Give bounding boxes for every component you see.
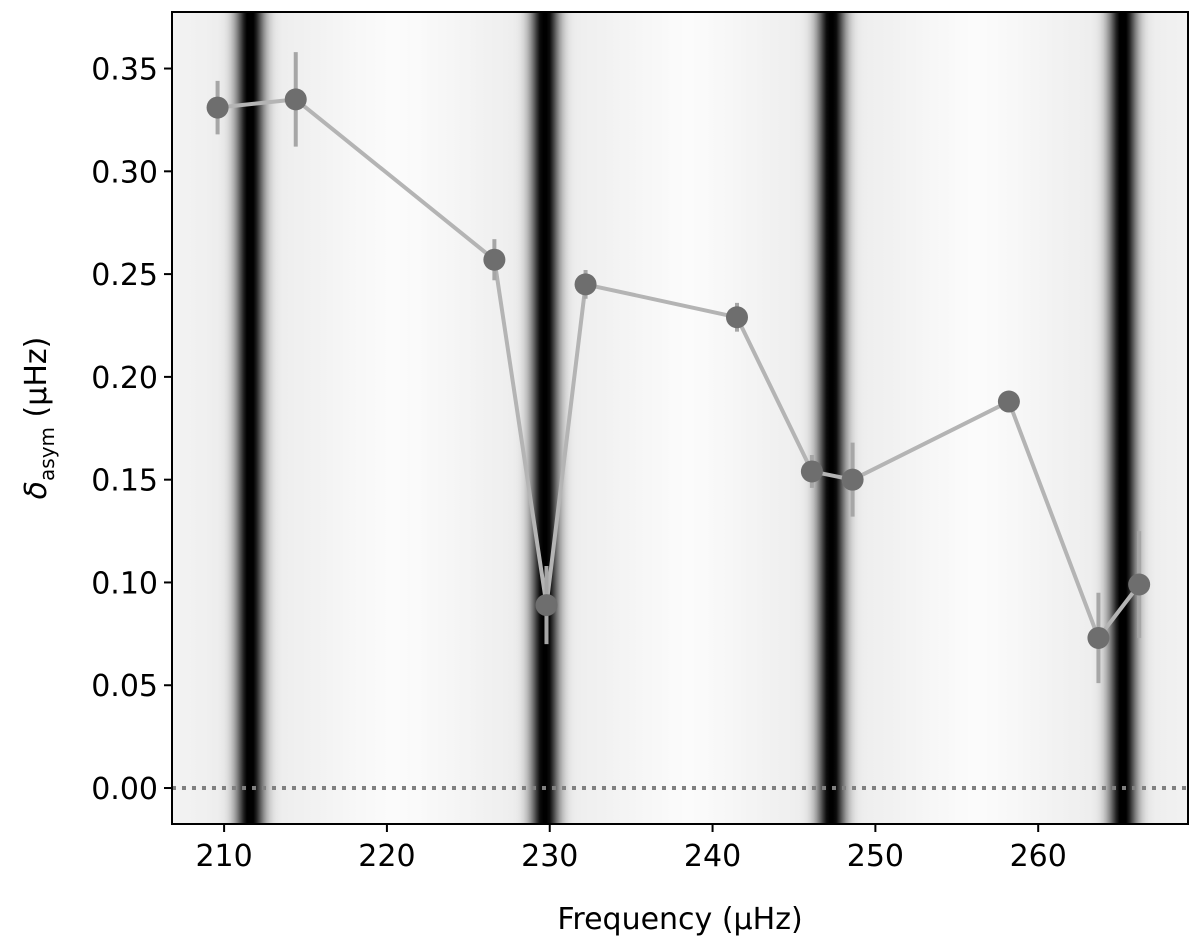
x-tick-label: 230 — [521, 839, 578, 874]
y-tick-label: 0.00 — [91, 772, 158, 807]
data-point — [574, 273, 597, 296]
y-tick-label: 0.25 — [91, 258, 158, 293]
data-point — [725, 306, 748, 329]
data-point — [997, 390, 1020, 413]
plot-frame — [171, 11, 1189, 825]
x-axis: 210 220 230 240 250 260 — [195, 824, 1067, 874]
x-tick-label: 210 — [195, 839, 252, 874]
data-point — [841, 468, 864, 491]
y-tick-label: 0.20 — [91, 361, 158, 396]
plot-background — [172, 12, 1188, 824]
data-point — [800, 460, 823, 483]
x-tick-label: 240 — [684, 839, 741, 874]
data-point — [483, 248, 506, 271]
data-point — [284, 88, 307, 111]
data-point — [1087, 626, 1110, 649]
y-axis-label-symbol: δ — [19, 481, 54, 499]
y-tick-label: 0.15 — [91, 464, 158, 499]
x-tick-label: 220 — [358, 839, 415, 874]
plot-area — [172, 52, 1188, 791]
x-tick-label: 250 — [847, 839, 904, 874]
y-tick-label: 0.30 — [91, 155, 158, 190]
y-tick-label: 0.05 — [91, 669, 158, 704]
y-axis-label-unit: (μHz) — [19, 337, 54, 427]
y-axis-label: δasym (μHz) — [19, 337, 59, 500]
data-point — [1128, 573, 1151, 596]
y-tick-label: 0.35 — [91, 53, 158, 88]
y-axis-label-subscript: asym — [35, 427, 59, 481]
x-tick-label: 260 — [1010, 839, 1067, 874]
data-point — [535, 594, 558, 617]
x-axis-label: Frequency (μHz) — [557, 902, 802, 937]
data-point — [206, 96, 229, 119]
y-tick-label: 0.10 — [91, 566, 158, 601]
y-axis: 0.00 0.05 0.10 0.15 0.20 0.25 0.30 0.35 — [91, 53, 172, 807]
